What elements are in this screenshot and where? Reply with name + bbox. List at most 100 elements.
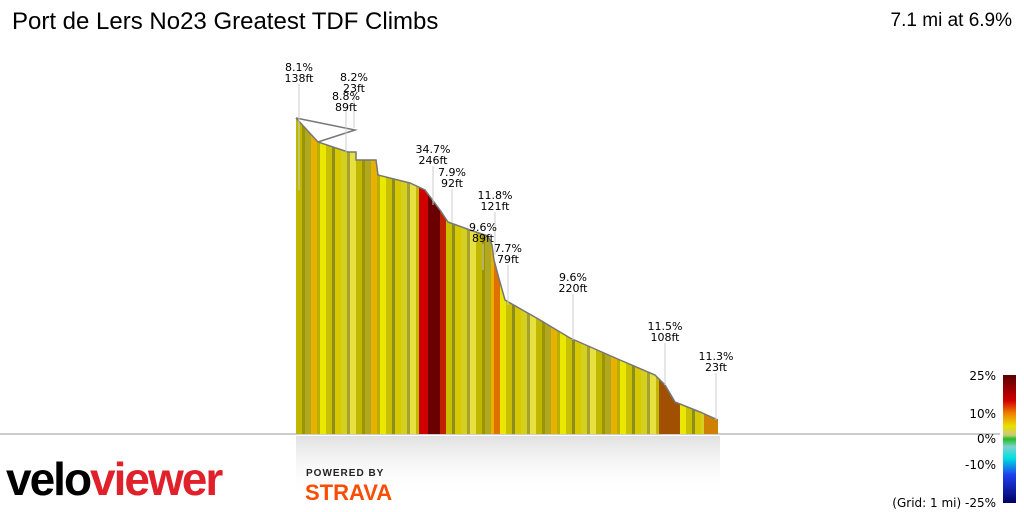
grade-stripe (389, 118, 393, 434)
grade-stripe (359, 118, 363, 434)
grade-stripe (515, 118, 519, 434)
grade-stripe (554, 118, 558, 434)
annotation-gain: 89ft (472, 232, 495, 245)
grade-stripe (566, 118, 570, 434)
grade-stripe (377, 118, 381, 434)
grade-stripe (401, 118, 405, 434)
annotation-gain: 79ft (497, 253, 520, 266)
grade-stripe (719, 100, 722, 440)
grade-stripe (311, 118, 315, 434)
grade-stripe (635, 118, 639, 434)
grade-stripe (563, 118, 567, 434)
grade-stripe (524, 118, 528, 434)
grade-stripe (569, 118, 573, 434)
grade-stripe (671, 118, 675, 434)
grade-stripe (443, 118, 447, 434)
grade-stripe (509, 118, 513, 434)
grade-stripe (380, 118, 384, 434)
grade-stripe (497, 118, 501, 434)
annotation-gain: 23ft (343, 82, 366, 95)
grade-stripe (473, 118, 477, 434)
grade-stripe (629, 118, 633, 434)
grade-stripe (419, 118, 423, 434)
grade-stripe (617, 118, 621, 434)
annotation-grade: 7.7% (494, 242, 522, 255)
grade-stripe (695, 118, 699, 434)
grade-stripe (434, 118, 438, 434)
profile-reflection (296, 436, 720, 496)
grade-stripe (368, 118, 372, 434)
grade-stripe (575, 118, 579, 434)
grade-stripe (305, 118, 309, 434)
grade-stripe (650, 118, 654, 434)
grade-stripe (374, 118, 378, 434)
legend-max: 25% (969, 369, 996, 383)
grade-stripe (620, 118, 624, 434)
grade-stripe (440, 118, 444, 434)
grade-stripe (593, 118, 597, 434)
grade-stripe (407, 118, 411, 434)
grade-stripe (488, 118, 492, 434)
grade-stripe (707, 118, 711, 434)
grade-stripe (533, 118, 537, 434)
grade-stripe (659, 118, 663, 434)
grade-stripe (455, 118, 459, 434)
grade-stripe (572, 118, 576, 434)
annotation-grade: 11.3% (699, 350, 734, 363)
profile-back-outline (295, 117, 358, 143)
annotation-gain: 108ft (651, 331, 681, 344)
grade-stripe (458, 118, 462, 434)
grade-stripe (347, 118, 351, 434)
grade-stripe (548, 118, 552, 434)
grade-stripe (677, 118, 681, 434)
grade-stripe (623, 118, 627, 434)
grade-stripe (536, 118, 540, 434)
legend-low: -10% (965, 458, 996, 472)
grade-stripe (503, 118, 507, 434)
grade-stripe (614, 118, 618, 434)
grade-stripe (296, 118, 300, 434)
grade-stripe (437, 118, 441, 434)
grade-stripe (338, 118, 342, 434)
grade-stripe (467, 118, 471, 434)
annotation-gain: 246ft (419, 154, 449, 167)
grade-stripe (500, 118, 504, 434)
climb-summary: 7.1 mi at 6.9% (890, 10, 1012, 31)
grade-stripe (605, 118, 609, 434)
grade-stripe (476, 118, 480, 434)
grade-stripe (545, 118, 549, 434)
strava-logo: STRAVA (305, 480, 393, 505)
grade-stripe (626, 118, 630, 434)
grade-stripe (710, 118, 714, 434)
annotation-grade: 8.1% (285, 61, 313, 74)
grade-stripe (662, 118, 666, 434)
grade-stripe (587, 118, 591, 434)
grade-stripe (653, 118, 657, 434)
grade-stripe (656, 118, 660, 434)
grade-stripe (461, 118, 465, 434)
grade-stripe (350, 118, 354, 434)
legend-zero: 0% (977, 432, 996, 446)
grade-stripe (530, 118, 534, 434)
grade-stripe (446, 118, 450, 434)
grade-stripe (320, 118, 324, 434)
annotation-gain: 89ft (335, 101, 358, 114)
grade-stripe (392, 118, 396, 434)
logo-velo: velo (6, 453, 92, 505)
annotation-grade: 8.2% (340, 71, 368, 84)
grade-stripe (668, 118, 672, 434)
grade-stripe (590, 118, 594, 434)
grade-stripe (308, 118, 312, 434)
grade-stripe (344, 118, 348, 434)
grade-stripe (410, 118, 414, 434)
grade-stripe (302, 118, 306, 434)
annotation-grade: 7.9% (438, 166, 466, 179)
grade-stripe (560, 118, 564, 434)
grade-stripe (326, 118, 330, 434)
grade-stripe (332, 118, 336, 434)
grade-stripe (542, 118, 546, 434)
grade-stripe (341, 118, 345, 434)
grade-stripe (353, 118, 357, 434)
annotation-grade: 11.8% (478, 189, 513, 202)
grade-stripe (608, 118, 612, 434)
